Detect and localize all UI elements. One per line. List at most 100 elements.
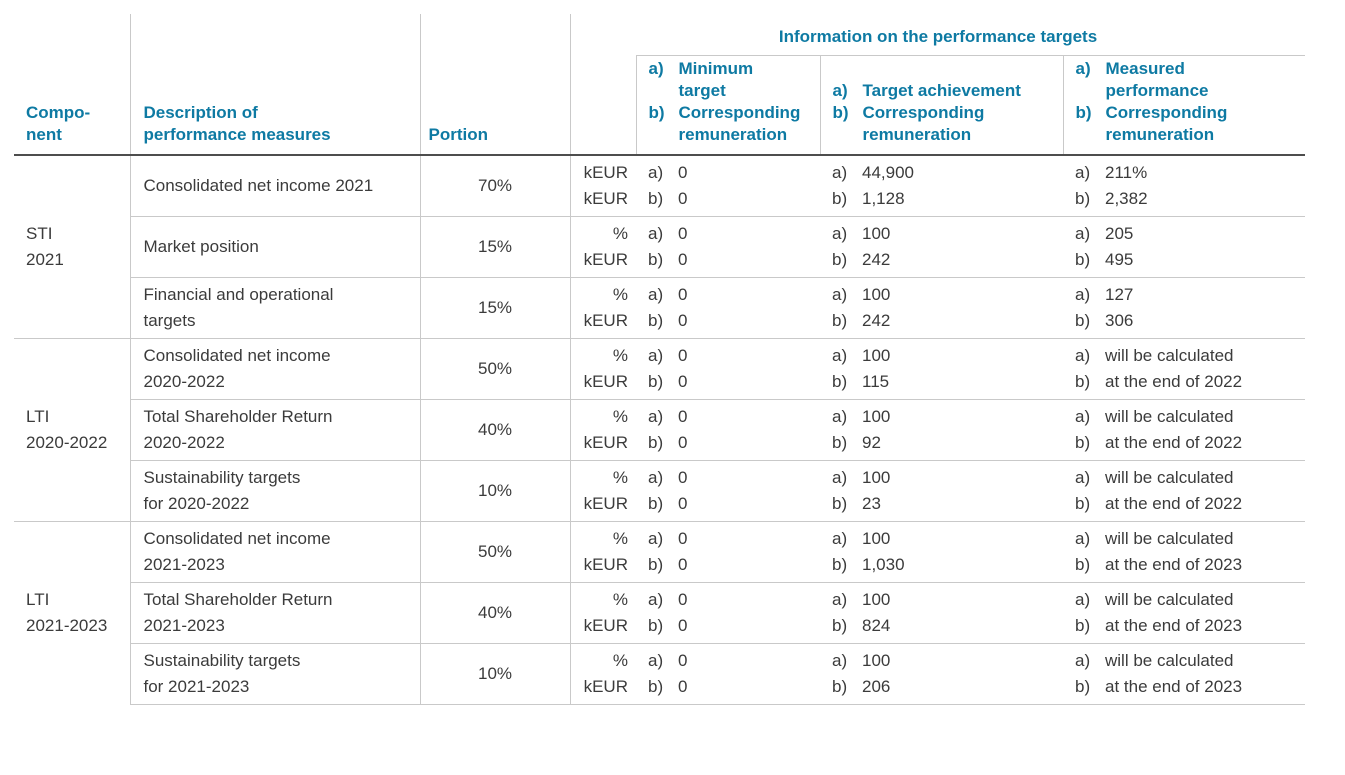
measured-performance-a-value: will be calculated bbox=[1105, 467, 1234, 487]
minimum-target-a-value: 0 bbox=[678, 528, 688, 548]
item-label-a: a) bbox=[648, 650, 664, 670]
item-label-b: b) bbox=[648, 554, 664, 574]
item-label-b: b) bbox=[832, 103, 849, 122]
measured-performance-cell: a) will be calculated b) at the end of 2022 bbox=[1063, 398, 1306, 460]
measured-performance-a-value: will be calculated bbox=[1105, 589, 1234, 609]
table-row: Sustainability targets for 2020-2022 10%%… bbox=[14, 459, 1306, 521]
item-label-b: b) bbox=[648, 249, 664, 269]
description-cell: Sustainability targets for 2020-2022 bbox=[130, 459, 421, 521]
item-label-a: a) bbox=[648, 345, 664, 365]
portion-cell: 50% bbox=[420, 520, 571, 582]
header-minimum-target: a) Minimum target b) Corresponding remun… bbox=[635, 55, 820, 156]
measured-performance-cell: a) will be calculated b) at the end of 2023 bbox=[1063, 642, 1306, 705]
measured-performance-cell: a) will be calculated b) at the end of 2022 bbox=[1063, 337, 1306, 399]
description-cell: Consolidated net income 2021 bbox=[130, 154, 421, 216]
item-label-a: a) bbox=[1075, 223, 1091, 243]
target-achievement-cell: a) 100 b) 242 bbox=[820, 215, 1063, 277]
measured-performance-a-value: will be calculated bbox=[1105, 528, 1234, 548]
target-achievement-cell: a) 100 b) 1,030 bbox=[820, 520, 1063, 582]
target-achievement-a-value: 100 bbox=[862, 589, 891, 609]
target-achievement-cell: a) 100 b) 23 bbox=[820, 459, 1063, 521]
minimum-target-b-value: 0 bbox=[678, 554, 688, 574]
item-label-b: b) bbox=[832, 371, 848, 391]
minimum-target-cell: a) 0 b) 0 bbox=[636, 276, 820, 338]
minimum-target-cell: a) 0 b) 0 bbox=[636, 398, 820, 460]
item-label-b: b) bbox=[1075, 188, 1091, 208]
item-label-b: b) bbox=[648, 188, 664, 208]
target-achievement-cell: a) 100 b) 206 bbox=[820, 642, 1063, 705]
minimum-target-cell: a) 0 b) 0 bbox=[636, 154, 820, 216]
measured-performance-cell: a) will be calculated b) at the end of 2023 bbox=[1063, 520, 1306, 582]
target-achievement-a-value: 100 bbox=[862, 406, 891, 426]
item-label-a: a) bbox=[648, 284, 664, 304]
item-label-b: b) bbox=[1075, 615, 1091, 635]
header-row-top: Compo- nent Description of performance m… bbox=[14, 14, 1306, 156]
item-label-b: b) bbox=[832, 554, 848, 574]
measured-performance-b-value: at the end of 2022 bbox=[1105, 493, 1243, 513]
item-label-b: b) bbox=[1075, 310, 1091, 330]
minimum-target-cell: a) 0 b) 0 bbox=[636, 337, 820, 399]
measured-performance-cell: a) 211% b) 2,382 bbox=[1063, 154, 1306, 216]
table-row: Total Shareholder Return 2020-2022 40%% k… bbox=[14, 398, 1306, 460]
header-unit-spacer bbox=[570, 14, 636, 156]
measured-performance-b-value: at the end of 2023 bbox=[1105, 554, 1243, 574]
minimum-target-a-value: 0 bbox=[678, 467, 688, 487]
item-label-b: b) bbox=[1075, 676, 1091, 696]
measured-performance-cell: a) 205 b) 495 bbox=[1063, 215, 1306, 277]
item-label-b: b) bbox=[648, 103, 665, 122]
header-row-sub: a) Minimum target b) Corresponding remun… bbox=[14, 55, 1306, 156]
remuneration-table: Compo- nent Description of performance m… bbox=[14, 14, 1306, 705]
target-achievement-b-value: 1,128 bbox=[862, 188, 905, 208]
target-achievement-cell: a) 100 b) 242 bbox=[820, 276, 1063, 338]
target-achievement-b-value: 23 bbox=[862, 493, 881, 513]
item-label-a: a) bbox=[1075, 284, 1091, 304]
table-row: STI 2021 Consolidated net income 2021 70% k… bbox=[14, 154, 1306, 338]
item-label-b: b) bbox=[832, 249, 848, 269]
item-label-a: a) bbox=[1075, 528, 1091, 548]
unit-cell: % kEUR bbox=[570, 642, 636, 705]
description-cell: Total Shareholder Return 2020-2022 bbox=[130, 398, 421, 460]
target-achievement-a-value: 100 bbox=[862, 345, 891, 365]
table-body: STI 2021 Consolidated net income 2021 70% k… bbox=[14, 154, 1306, 705]
item-label-a: a) bbox=[1075, 467, 1091, 487]
target-achievement-cell: a) 100 b) 115 bbox=[820, 337, 1063, 399]
header-measured-performance-a: Measured performance bbox=[1105, 59, 1209, 100]
description-cell: Total Shareholder Return 2021-2023 bbox=[130, 581, 421, 643]
unit-cell: kEUR kEUR bbox=[570, 154, 636, 216]
item-label-a: a) bbox=[1075, 59, 1091, 78]
measured-performance-b-value: at the end of 2023 bbox=[1105, 615, 1243, 635]
header-measured-performance-b: Corresponding remuneration bbox=[1105, 103, 1228, 144]
portion-cell: 70% bbox=[420, 154, 571, 216]
minimum-target-b-value: 0 bbox=[678, 676, 688, 696]
item-label-b: b) bbox=[1075, 103, 1092, 122]
target-achievement-b-value: 1,030 bbox=[862, 554, 905, 574]
table-header: Compo- nent Description of performance m… bbox=[14, 14, 1306, 156]
item-label-b: b) bbox=[832, 432, 848, 452]
minimum-target-a-value: 0 bbox=[678, 406, 688, 426]
item-label-a: a) bbox=[1075, 589, 1091, 609]
item-label-b: b) bbox=[648, 676, 664, 696]
component-cell: LTI 2021-2023 bbox=[14, 520, 131, 704]
target-achievement-a-value: 44,900 bbox=[862, 162, 914, 182]
target-achievement-a-value: 100 bbox=[862, 528, 891, 548]
item-label-a: a) bbox=[1075, 345, 1091, 365]
item-label-b: b) bbox=[1075, 249, 1091, 269]
unit-cell: % kEUR bbox=[570, 276, 636, 338]
table-row: Total Shareholder Return 2021-2023 40%% k… bbox=[14, 581, 1306, 643]
item-label-b: b) bbox=[1075, 432, 1091, 452]
item-label-b: b) bbox=[832, 310, 848, 330]
measured-performance-b-value: 495 bbox=[1105, 249, 1134, 269]
item-label-b: b) bbox=[832, 615, 848, 635]
minimum-target-b-value: 0 bbox=[678, 493, 688, 513]
item-label-a: a) bbox=[648, 59, 664, 78]
item-label-a: a) bbox=[1075, 162, 1091, 182]
table-row: Sustainability targets for 2021-2023 10%%… bbox=[14, 642, 1306, 705]
target-achievement-cell: a) 100 b) 824 bbox=[820, 581, 1063, 643]
portion-cell: 10% bbox=[420, 642, 571, 705]
item-label-b: b) bbox=[648, 310, 664, 330]
header-minimum-target-b: Corresponding remuneration bbox=[678, 103, 801, 144]
minimum-target-a-value: 0 bbox=[678, 284, 688, 304]
header-description: Description of performance measures bbox=[130, 14, 421, 156]
unit-cell: % kEUR bbox=[570, 520, 636, 582]
portion-cell: 50% bbox=[420, 337, 571, 399]
